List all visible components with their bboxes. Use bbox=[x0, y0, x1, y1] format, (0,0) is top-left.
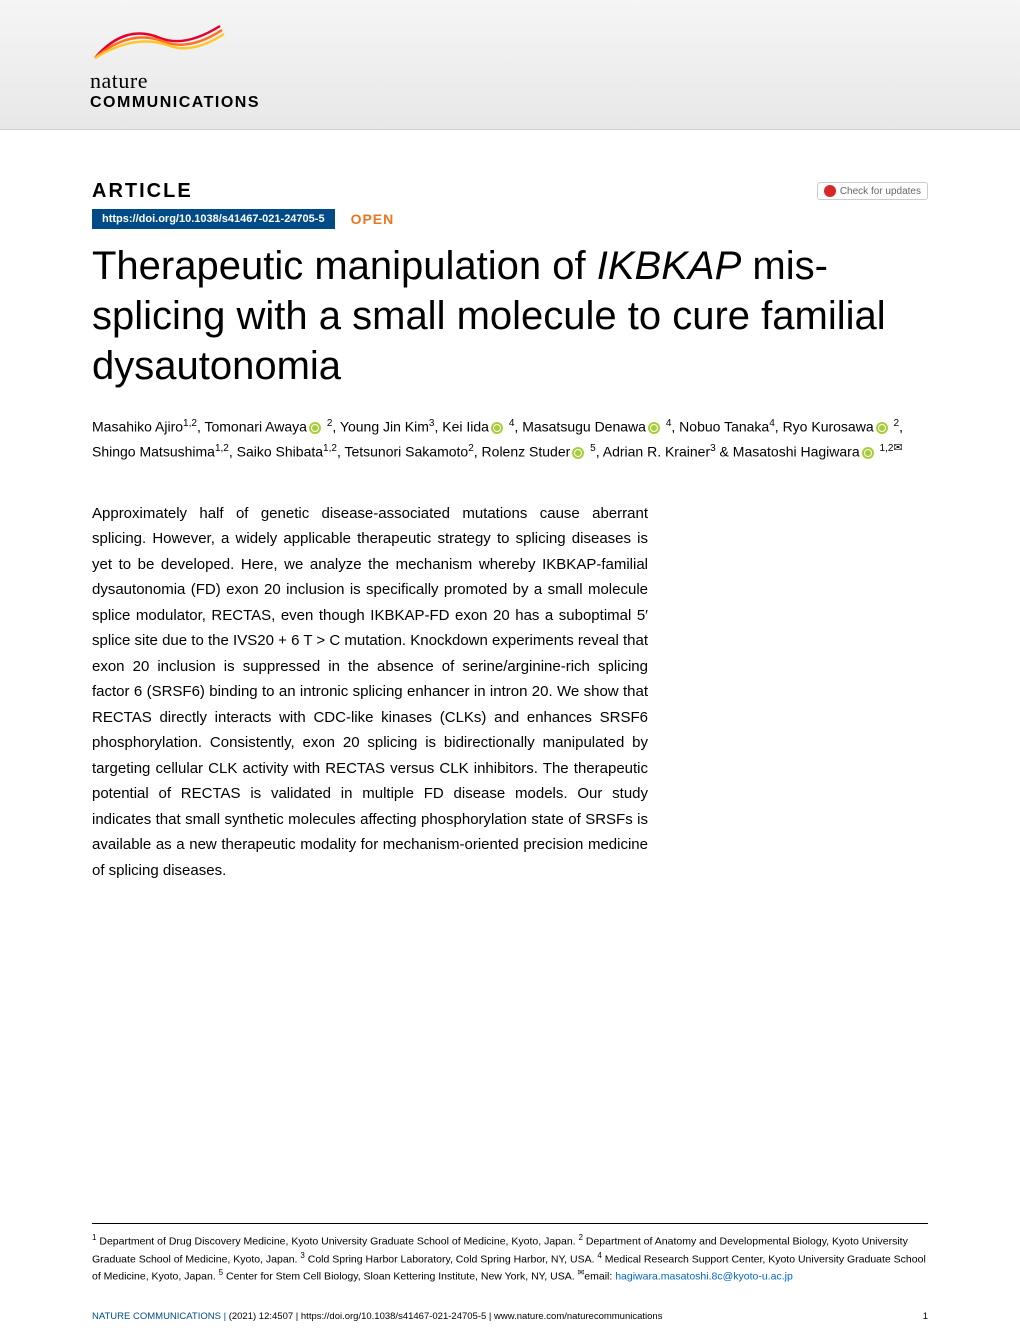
logo-text-nature: nature bbox=[90, 68, 260, 94]
mail-icon: ✉ bbox=[893, 439, 902, 458]
affiliations-block: 1 Department of Drug Discovery Medicine,… bbox=[92, 1223, 928, 1284]
footer-journal-name: NATURE COMMUNICATIONS | bbox=[92, 1311, 226, 1322]
orcid-icon bbox=[572, 447, 584, 459]
doi-row: https://doi.org/10.1038/s41467-021-24705… bbox=[92, 209, 928, 229]
abstract-text: Approximately half of genetic disease-as… bbox=[92, 501, 928, 884]
email-link[interactable]: hagiwara.masatoshi.8c@kyoto-u.ac.jp bbox=[615, 1270, 793, 1282]
check-updates-icon bbox=[824, 185, 836, 197]
article-type-label: ARTICLE bbox=[92, 180, 928, 203]
doi-badge[interactable]: https://doi.org/10.1038/s41467-021-24705… bbox=[92, 209, 335, 229]
page-number: 1 bbox=[923, 1311, 928, 1322]
check-updates-label: Check for updates bbox=[840, 186, 921, 197]
logo-swoosh-icon bbox=[90, 18, 230, 63]
author-list: Masahiko Ajiro1,2, Tomonari Awaya 2, You… bbox=[92, 415, 928, 465]
orcid-icon bbox=[491, 422, 503, 434]
page-footer: NATURE COMMUNICATIONS | (2021) 12:4507 |… bbox=[92, 1311, 928, 1322]
orcid-icon bbox=[862, 447, 874, 459]
check-updates-badge[interactable]: Check for updates bbox=[817, 182, 928, 200]
footer-journal: NATURE COMMUNICATIONS | (2021) 12:4507 |… bbox=[92, 1311, 662, 1322]
orcid-icon bbox=[876, 422, 888, 434]
footer-citation: (2021) 12:4507 | https://doi.org/10.1038… bbox=[229, 1311, 663, 1322]
open-access-badge: OPEN bbox=[351, 211, 395, 227]
article-title: Therapeutic manipulation of IKBKAP mis-s… bbox=[92, 241, 928, 391]
journal-header-band: nature COMMUNICATIONS bbox=[0, 0, 1020, 130]
logo-text-communications: COMMUNICATIONS bbox=[90, 94, 260, 112]
journal-logo: nature COMMUNICATIONS bbox=[90, 18, 260, 112]
orcid-icon bbox=[648, 422, 660, 434]
orcid-icon bbox=[309, 422, 321, 434]
article-content: ARTICLE https://doi.org/10.1038/s41467-0… bbox=[0, 130, 1020, 883]
